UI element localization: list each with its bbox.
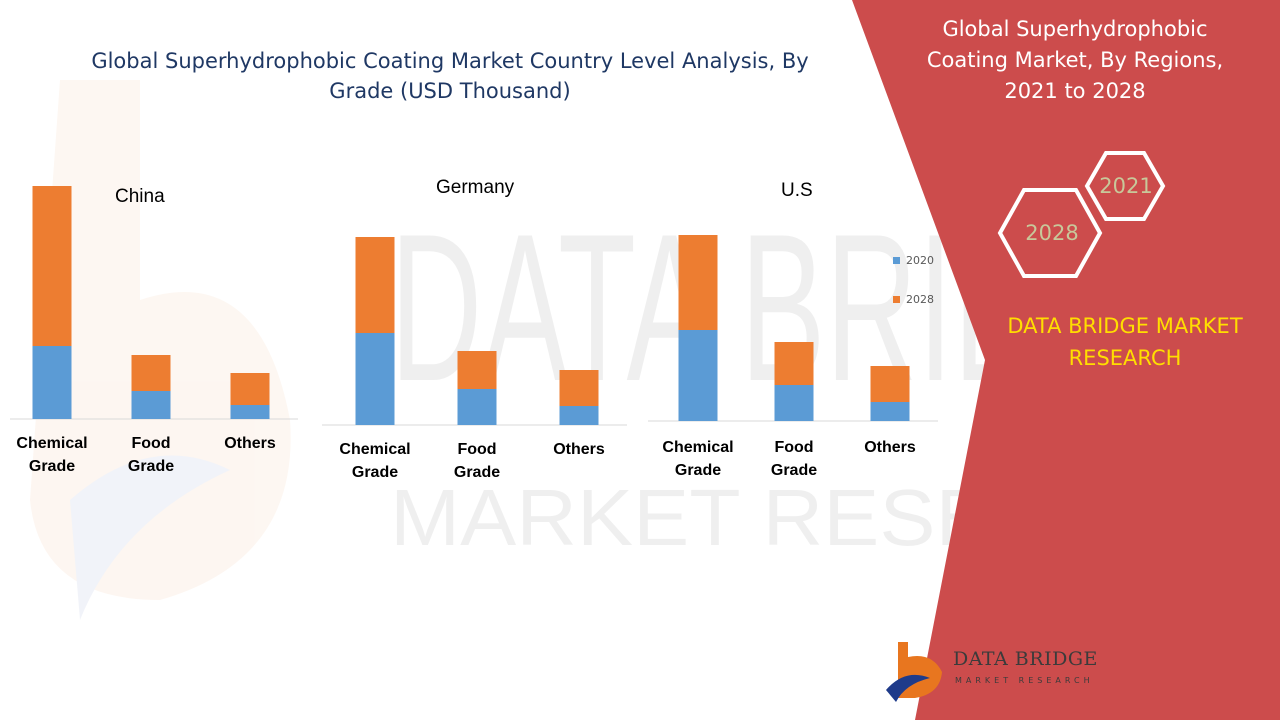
category-label-germany-food-grade-line2: Grade bbox=[454, 464, 500, 481]
category-label-u-s-chemical-grade-line2: Grade bbox=[675, 462, 721, 479]
category-label-germany-chemical-grade-line1: Chemical bbox=[339, 441, 410, 458]
hexagon-2028 bbox=[997, 188, 1103, 278]
footer-logo-mark bbox=[886, 642, 942, 702]
footer-company-name: DATA BRIDGE bbox=[953, 648, 1098, 670]
chart-title-germany: Germany bbox=[436, 177, 515, 198]
bar-china-food-grade-2028 bbox=[131, 355, 171, 391]
bar-u-s-food-grade-2028 bbox=[774, 342, 814, 385]
bar-germany-food-grade-2028 bbox=[457, 351, 497, 389]
chart-title-china: China bbox=[115, 186, 165, 207]
category-label-china-food-grade-line1: Food bbox=[131, 435, 170, 452]
legend-item-2020: 2020 bbox=[893, 254, 934, 267]
category-label-china-chemical-grade-line1: Chemical bbox=[16, 435, 87, 452]
bar-china-chemical-grade-2028 bbox=[32, 186, 72, 346]
legend-label-2020: 2020 bbox=[906, 254, 934, 267]
bar-germany-chemical-grade-2028 bbox=[355, 237, 395, 333]
bar-u-s-chemical-grade-2028 bbox=[678, 235, 718, 330]
category-label-china-food-grade-line2: Grade bbox=[128, 458, 174, 475]
bar-germany-others-2020 bbox=[559, 406, 599, 425]
category-label-germany-others: Others bbox=[553, 441, 605, 458]
category-label-u-s-others: Others bbox=[864, 439, 916, 456]
bar-u-s-others-2020 bbox=[870, 402, 910, 421]
bar-u-s-others-2028 bbox=[870, 366, 910, 402]
bar-china-food-grade-2020 bbox=[131, 391, 171, 419]
category-label-u-s-food-grade-line1: Food bbox=[774, 439, 813, 456]
legend-swatch-2028 bbox=[893, 296, 900, 303]
category-label-u-s-food-grade-line2: Grade bbox=[771, 462, 817, 479]
bar-china-chemical-grade-2020 bbox=[32, 346, 72, 419]
hexagon-2021-label: 2021 bbox=[1099, 174, 1152, 198]
legend-swatch-2020 bbox=[893, 257, 900, 264]
footer-company-subtitle: MARKET RESEARCH bbox=[955, 676, 1094, 685]
bar-germany-food-grade-2020 bbox=[457, 389, 497, 425]
hexagon-2021 bbox=[1084, 151, 1166, 221]
bar-china-others-2028 bbox=[230, 373, 270, 405]
bar-u-s-food-grade-2020 bbox=[774, 385, 814, 421]
chart-title-us: U.S bbox=[781, 180, 813, 201]
page-title: Global Superhydrophobic Coating Market C… bbox=[91, 49, 809, 103]
category-label-china-others: Others bbox=[224, 435, 276, 452]
bar-u-s-chemical-grade-2020 bbox=[678, 330, 718, 421]
category-label-u-s-chemical-grade-line1: Chemical bbox=[662, 439, 733, 456]
chart-legend: 2020 2028 bbox=[893, 254, 934, 332]
bar-china-others-2020 bbox=[230, 405, 270, 419]
hexagon-2028-label: 2028 bbox=[1025, 221, 1078, 245]
side-panel bbox=[852, 0, 1280, 720]
category-label-germany-chemical-grade-line2: Grade bbox=[352, 464, 398, 481]
brand-name: DATA BRIDGE MARKET RESEARCH bbox=[1007, 314, 1243, 370]
bar-germany-others-2028 bbox=[559, 370, 599, 406]
category-label-germany-food-grade-line1: Food bbox=[457, 441, 496, 458]
legend-item-2028: 2028 bbox=[893, 293, 934, 306]
bar-germany-chemical-grade-2020 bbox=[355, 333, 395, 425]
side-panel-title: Global Superhydrophobic Coating Market, … bbox=[926, 17, 1224, 103]
category-label-china-chemical-grade-line2: Grade bbox=[29, 458, 75, 475]
legend-label-2028: 2028 bbox=[906, 293, 934, 306]
